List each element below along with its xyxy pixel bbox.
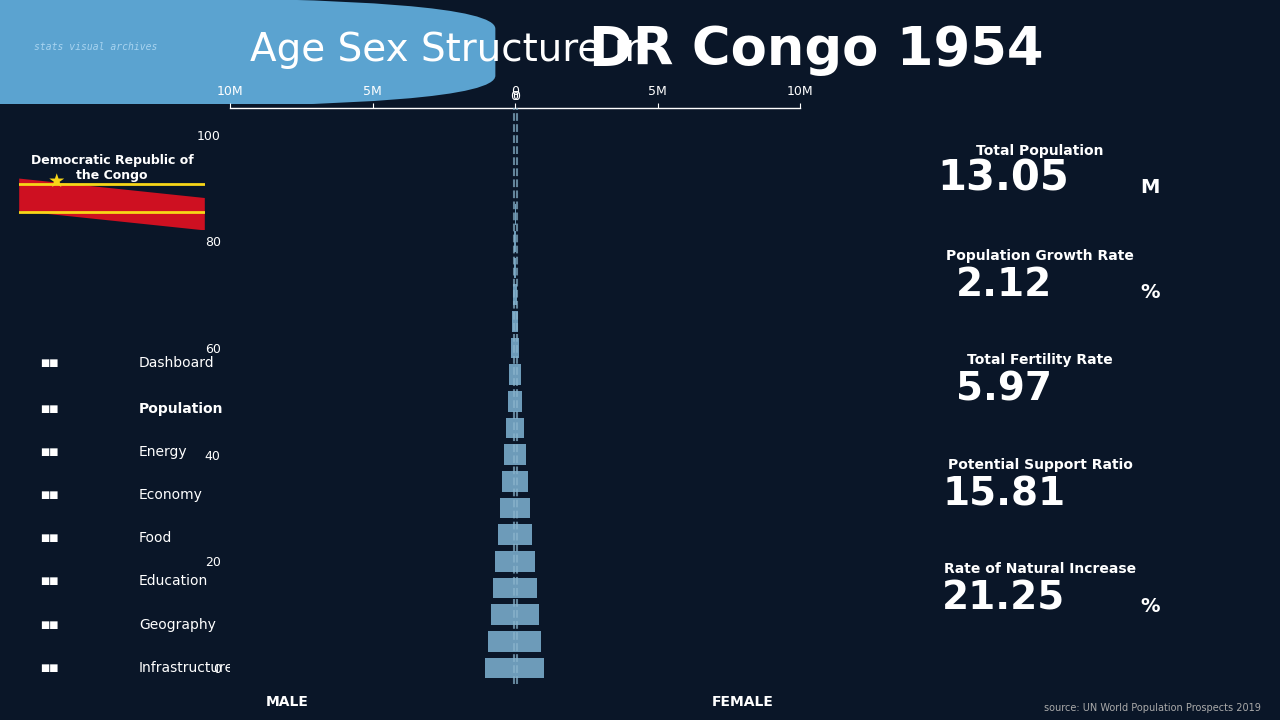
Text: Potential Support Ratio: Potential Support Ratio <box>947 458 1133 472</box>
Bar <box>516 577 536 598</box>
Text: Energy: Energy <box>138 445 187 459</box>
Bar <box>516 311 518 331</box>
Text: ■■: ■■ <box>40 358 59 368</box>
FancyBboxPatch shape <box>0 1 480 103</box>
Text: MALE: MALE <box>266 695 308 708</box>
Text: 15.81: 15.81 <box>942 475 1065 513</box>
Bar <box>499 498 516 518</box>
Text: 5.97: 5.97 <box>956 371 1052 408</box>
Text: FEMALE: FEMALE <box>712 695 774 708</box>
Text: Rate of Natural Increase: Rate of Natural Increase <box>943 562 1137 577</box>
Bar <box>493 577 516 598</box>
Bar <box>516 524 532 545</box>
Text: Total Fertility Rate: Total Fertility Rate <box>968 354 1112 367</box>
Text: Dashboard: Dashboard <box>138 356 215 370</box>
Bar <box>516 605 539 625</box>
FancyBboxPatch shape <box>0 8 465 96</box>
Text: M: M <box>1140 179 1160 197</box>
Bar <box>511 338 516 358</box>
Text: ■■: ■■ <box>40 662 59 672</box>
Bar <box>507 391 516 412</box>
Bar <box>509 364 516 385</box>
Bar <box>516 444 526 465</box>
Text: ■■: ■■ <box>40 447 59 457</box>
Text: stats visual archives: stats visual archives <box>35 42 157 52</box>
Bar <box>492 605 516 625</box>
Bar <box>513 284 516 305</box>
Text: ★: ★ <box>47 172 65 192</box>
Text: Age Sex Structure in: Age Sex Structure in <box>250 31 660 69</box>
Bar <box>516 418 524 438</box>
Text: ■■: ■■ <box>40 620 59 629</box>
Text: 0: 0 <box>512 90 521 103</box>
Text: Democratic Republic of
the Congo: Democratic Republic of the Congo <box>31 153 193 181</box>
Bar <box>495 551 516 572</box>
Text: source: UN World Population Prospects 2019: source: UN World Population Prospects 20… <box>1044 703 1261 713</box>
Text: ■■: ■■ <box>40 404 59 414</box>
Text: Population: Population <box>138 402 224 416</box>
Bar <box>516 364 521 385</box>
Bar <box>504 444 516 465</box>
Bar <box>516 498 530 518</box>
Text: 2.12: 2.12 <box>956 266 1052 304</box>
Bar <box>516 284 517 305</box>
Bar <box>516 471 529 492</box>
Text: Food: Food <box>138 531 173 545</box>
Text: %: % <box>1140 283 1160 302</box>
Bar <box>512 311 516 331</box>
Text: Infrastructure: Infrastructure <box>138 661 234 675</box>
Text: 0: 0 <box>509 90 518 103</box>
Text: ■■: ■■ <box>40 577 59 587</box>
Text: Population Growth Rate: Population Growth Rate <box>946 248 1134 263</box>
FancyBboxPatch shape <box>0 10 434 94</box>
Text: Total Population: Total Population <box>977 144 1103 158</box>
Text: ■■: ■■ <box>40 534 59 544</box>
Bar <box>502 471 516 492</box>
Text: Geography: Geography <box>138 618 216 631</box>
Text: ■■: ■■ <box>40 490 59 500</box>
Bar <box>506 418 516 438</box>
Bar <box>516 631 541 652</box>
FancyBboxPatch shape <box>0 5 449 99</box>
Bar <box>498 524 516 545</box>
Text: %: % <box>1140 597 1160 616</box>
Text: 21.25: 21.25 <box>942 580 1065 618</box>
Bar <box>513 258 516 278</box>
Bar <box>488 631 516 652</box>
Bar <box>516 338 520 358</box>
Bar <box>516 658 544 678</box>
Bar <box>485 658 516 678</box>
Text: Economy: Economy <box>138 488 202 503</box>
Bar <box>516 551 535 572</box>
Bar <box>516 391 522 412</box>
Polygon shape <box>19 179 205 230</box>
Text: DR Congo 1954: DR Congo 1954 <box>589 24 1043 76</box>
Text: 13.05: 13.05 <box>938 157 1070 199</box>
Text: Education: Education <box>138 575 209 588</box>
FancyBboxPatch shape <box>0 0 495 107</box>
